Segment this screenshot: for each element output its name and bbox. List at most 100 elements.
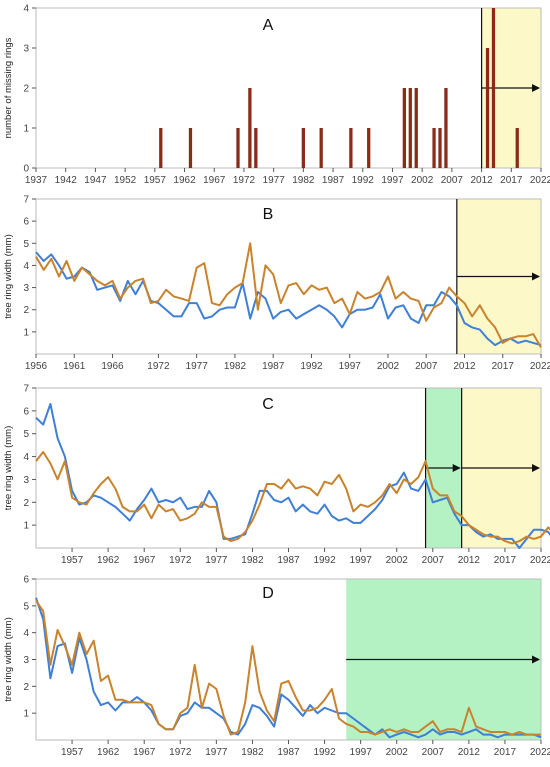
bar-missing-rings xyxy=(254,128,258,168)
bar-missing-rings xyxy=(236,128,240,168)
x-tick-label: 1967 xyxy=(133,747,156,758)
x-tick-label: 1957 xyxy=(144,175,167,186)
y-tick-label: 0 xyxy=(23,164,29,175)
y-tick-label: 3 xyxy=(23,283,29,294)
bar-missing-rings xyxy=(515,128,519,168)
plot-frame xyxy=(35,7,542,169)
panel-label: C xyxy=(262,396,274,413)
x-tick-label: 1967 xyxy=(203,175,226,186)
x-tick-label: 1957 xyxy=(61,747,84,758)
panel-c: 1 2 3 4 5 6 7 1957 1962 1967 1972 1977 1982 1987 1992 1… xyxy=(3,384,550,566)
x-tick-label: 2002 xyxy=(386,555,409,566)
y-tick-label: 6 xyxy=(23,217,29,228)
y-tick-label: 3 xyxy=(23,655,29,666)
y-tick-label: 1 xyxy=(23,521,29,532)
x-tick-label: 1987 xyxy=(262,361,285,372)
bar-missing-rings xyxy=(367,128,371,168)
x-tick-label: 1997 xyxy=(350,747,373,758)
x-tick-label: 1977 xyxy=(205,555,228,566)
x-tick-label: 2012 xyxy=(458,555,481,566)
bar-missing-rings xyxy=(319,128,323,168)
bar-missing-rings xyxy=(432,128,436,168)
series-line-blue xyxy=(35,597,542,739)
x-tick-label: 1962 xyxy=(173,175,196,186)
x-tick-label: 2012 xyxy=(453,361,476,372)
y-tick-label: 2 xyxy=(23,498,29,509)
x-tick-label: 1977 xyxy=(263,175,286,186)
y-tick-label: 3 xyxy=(23,475,29,486)
x-tick-label: 1992 xyxy=(313,555,336,566)
y-tick-label: 4 xyxy=(23,452,29,463)
x-tick-label: 1997 xyxy=(381,175,404,186)
series-line-orange xyxy=(35,451,550,545)
plot-frame xyxy=(35,198,542,355)
x-tick-label: 2007 xyxy=(415,361,438,372)
x-tick-label: 2022 xyxy=(530,361,550,372)
x-tick-label: 1967 xyxy=(133,555,156,566)
y-axis-label: tree ring width (mm) xyxy=(3,617,14,701)
x-tick-label: 2007 xyxy=(422,555,445,566)
bar-missing-rings xyxy=(402,88,406,168)
x-tick-label: 1992 xyxy=(300,361,323,372)
panel-d: 1 2 3 4 5 6 1957 1962 1967 1972 1977 1982 1987 1992 19… xyxy=(3,575,550,759)
bar-missing-rings xyxy=(301,128,305,168)
bar-missing-rings xyxy=(444,88,448,168)
series-line-orange xyxy=(35,242,542,348)
bar-missing-rings xyxy=(414,88,418,168)
x-tick-label: 1987 xyxy=(322,175,345,186)
x-tick-label: 2022 xyxy=(530,175,550,186)
x-tick-label: 1961 xyxy=(63,361,86,372)
x-tick-label: 1982 xyxy=(241,747,264,758)
x-tick-label: 2017 xyxy=(494,555,517,566)
x-tick-label: 1982 xyxy=(241,555,264,566)
bar-missing-rings xyxy=(491,8,496,168)
x-tick-label: 1987 xyxy=(277,747,300,758)
x-tick-label: 2022 xyxy=(530,555,550,566)
x-tick-label: 2017 xyxy=(492,361,515,372)
x-tick-label: 1992 xyxy=(313,747,336,758)
x-tick-label: 1942 xyxy=(55,175,78,186)
y-tick-label: 1 xyxy=(23,124,29,135)
x-tick-label: 2012 xyxy=(458,747,481,758)
bar-missing-rings xyxy=(188,128,193,168)
x-tick-label: 1987 xyxy=(277,555,300,566)
bar-missing-rings xyxy=(159,128,163,168)
x-tick-label: 1972 xyxy=(169,555,192,566)
y-axis-label: tree ring width (mm) xyxy=(3,426,14,510)
x-tick-label: 1962 xyxy=(97,747,120,758)
y-tick-label: 4 xyxy=(23,261,29,272)
x-tick-label: 2017 xyxy=(500,175,523,186)
y-tick-label: 5 xyxy=(23,429,29,440)
x-tick-label: 1977 xyxy=(186,361,209,372)
x-tick-label: 2012 xyxy=(470,175,493,186)
bar-missing-rings xyxy=(248,88,252,168)
panel-label: D xyxy=(262,585,274,602)
y-tick-label: 4 xyxy=(23,4,29,15)
x-tick-label: 1982 xyxy=(292,175,315,186)
y-tick-label: 3 xyxy=(23,44,29,55)
x-tick-label: 2002 xyxy=(377,361,400,372)
y-tick-label: 2 xyxy=(23,84,29,95)
x-tick-label: 2007 xyxy=(422,747,445,758)
bar-missing-rings xyxy=(485,48,490,168)
x-tick-label: 1957 xyxy=(61,555,84,566)
x-tick-label: 2007 xyxy=(441,175,464,186)
x-tick-label: 1947 xyxy=(84,175,107,186)
x-tick-label: 1937 xyxy=(25,175,48,186)
y-tick-label: 6 xyxy=(23,406,29,417)
y-tick-label: 2 xyxy=(23,305,29,316)
panel-label: A xyxy=(263,17,274,34)
x-tick-label: 1972 xyxy=(233,175,256,186)
x-tick-label: 1982 xyxy=(224,361,247,372)
x-tick-label: 2002 xyxy=(411,175,434,186)
x-tick-label: 1966 xyxy=(101,361,124,372)
y-tick-label: 6 xyxy=(23,575,29,586)
bar-missing-rings xyxy=(349,128,353,168)
x-tick-label: 2022 xyxy=(530,747,550,758)
y-tick-label: 2 xyxy=(23,682,29,693)
series-line-orange xyxy=(35,599,541,736)
y-tick-label: 5 xyxy=(23,601,29,612)
x-tick-label: 1972 xyxy=(147,361,170,372)
y-tick-label: 4 xyxy=(23,628,29,639)
bar-missing-rings xyxy=(408,88,412,168)
